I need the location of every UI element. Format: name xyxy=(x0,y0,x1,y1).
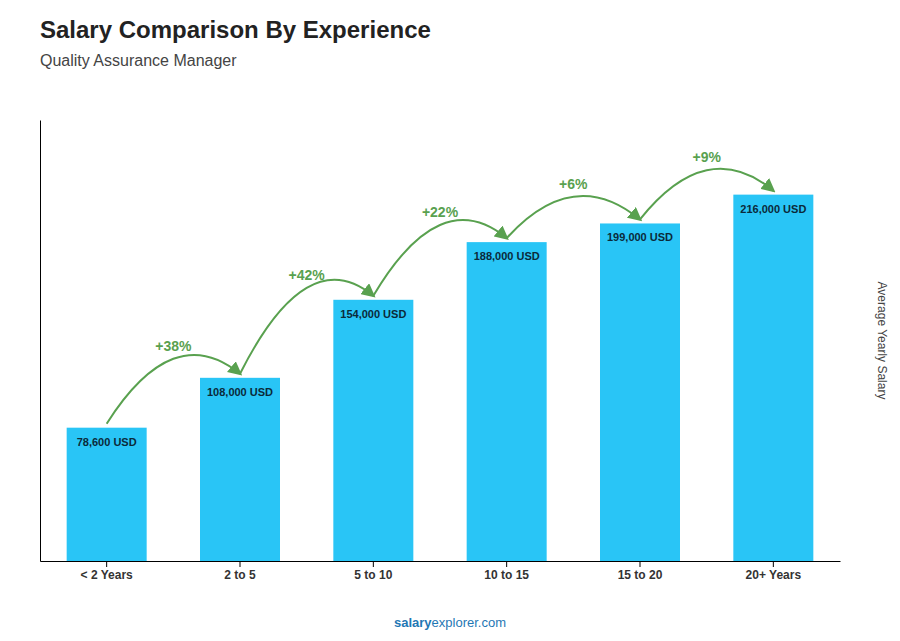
data-label: 188,000 USD xyxy=(474,250,540,262)
chart: Salary Comparison By Experience Quality A… xyxy=(0,0,900,641)
x-tick-mark xyxy=(773,561,774,567)
x-tick-label: 10 to 15 xyxy=(484,568,529,582)
x-tick: 2 to 5 xyxy=(224,561,256,582)
bar xyxy=(200,378,280,561)
x-tick: 10 to 15 xyxy=(484,561,529,582)
bar xyxy=(333,300,413,561)
arrow xyxy=(640,169,773,220)
x-tick-mark xyxy=(106,561,107,567)
bar xyxy=(467,242,547,561)
x-tick: 5 to 10 xyxy=(354,561,392,582)
bars xyxy=(67,195,814,561)
bar xyxy=(733,195,813,561)
footer-part: explorer.com xyxy=(432,615,506,630)
y-axis-line xyxy=(40,121,41,562)
arrow xyxy=(240,280,373,374)
bar xyxy=(67,428,147,561)
annotation: +9% xyxy=(692,149,721,165)
bar xyxy=(600,223,680,561)
x-tick-label: 20+ Years xyxy=(746,568,802,582)
x-tick-mark xyxy=(506,561,507,567)
x-tick-mark xyxy=(240,561,241,567)
x-tick-label: < 2 Years xyxy=(81,568,133,582)
data-label: 108,000 USD xyxy=(207,386,273,398)
title: Salary Comparison By Experience xyxy=(40,16,431,43)
annotation: +22% xyxy=(422,204,459,220)
x-tick-label: 2 to 5 xyxy=(224,568,256,582)
arrow xyxy=(373,220,506,296)
data-label: 78,600 USD xyxy=(77,436,137,448)
y-axis-label: Average Yearly Salary xyxy=(875,282,889,400)
data-label: 154,000 USD xyxy=(340,308,406,320)
annotation: +42% xyxy=(289,267,326,283)
x-tick-label: 5 to 10 xyxy=(354,568,392,582)
arrow xyxy=(107,355,240,424)
x-tick: 15 to 20 xyxy=(618,561,663,582)
footer: salaryexplorer.com xyxy=(394,615,506,630)
x-axis-line xyxy=(41,561,841,562)
annotations: +38% +42% +22% +6% +9% xyxy=(107,149,774,423)
footer-part: salary xyxy=(394,615,432,630)
data-labels: 78,600 USD 108,000 USD 154,000 USD 188,000 … xyxy=(77,203,807,448)
annotation: +38% xyxy=(155,338,192,354)
x-axis: < 2 Years 2 to 5 5 to 10 10 to 15 15 to 20 20… xyxy=(41,561,841,582)
x-tick-mark xyxy=(640,561,641,567)
x-tick-mark xyxy=(373,561,374,567)
data-label: 216,000 USD xyxy=(740,203,806,215)
x-tick: 20+ Years xyxy=(746,561,802,582)
x-tick: < 2 Years xyxy=(81,561,133,582)
arrow xyxy=(507,196,640,238)
y-axis xyxy=(40,121,41,562)
data-label: 199,000 USD xyxy=(607,231,673,243)
subtitle: Quality Assurance Manager xyxy=(40,52,237,69)
annotation: +6% xyxy=(559,176,588,192)
x-tick-label: 15 to 20 xyxy=(618,568,663,582)
